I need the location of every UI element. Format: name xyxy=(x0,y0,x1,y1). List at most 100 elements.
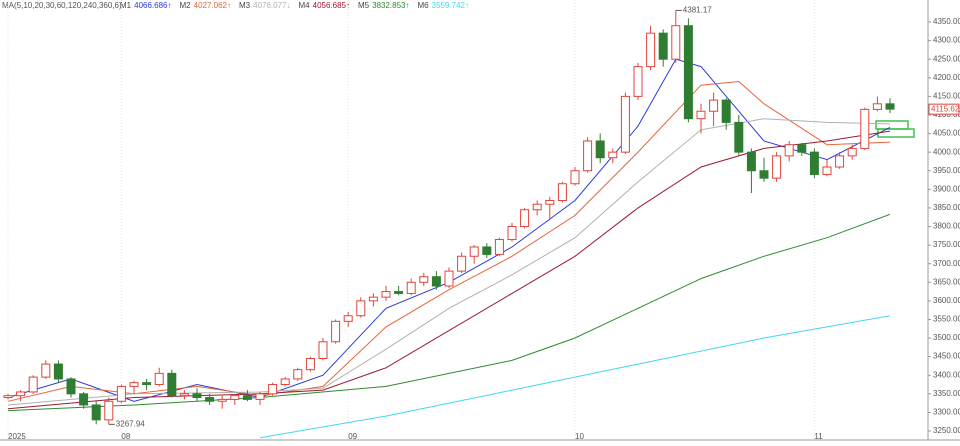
candle-body xyxy=(721,99,731,123)
candle-body xyxy=(154,372,164,386)
candle-body xyxy=(116,385,126,402)
legend-value: 3559.742↑ xyxy=(432,1,469,10)
y-tick-label: 3250.00 xyxy=(933,426,960,435)
x-tick-label: 10 xyxy=(575,432,584,441)
candle-body xyxy=(557,183,567,201)
legend-name: M5 xyxy=(358,1,370,10)
candle-body xyxy=(16,391,26,397)
candle-body xyxy=(583,140,593,172)
candle-body xyxy=(368,296,378,302)
legend-name: M2 xyxy=(180,1,192,10)
candle-body xyxy=(545,199,555,205)
y-tick-label: 4050.00 xyxy=(933,129,960,138)
candle-body xyxy=(746,151,756,172)
candle-body xyxy=(406,281,416,294)
candle-body xyxy=(872,103,882,110)
y-tick-label: 4150.00 xyxy=(933,91,960,100)
candle-body xyxy=(507,226,517,241)
candle-body xyxy=(129,382,139,387)
candle-body xyxy=(293,369,303,380)
y-tick-label: 4250.00 xyxy=(933,54,960,63)
candle-body xyxy=(532,203,542,211)
y-tick-label: 3650.00 xyxy=(933,277,960,286)
candle-body xyxy=(356,300,366,317)
candle-body xyxy=(242,395,252,400)
candle-body xyxy=(469,246,479,257)
candle-body xyxy=(482,246,492,255)
candle-body xyxy=(91,404,101,421)
candle-body xyxy=(734,121,744,153)
candle-body xyxy=(431,276,441,287)
candle-body xyxy=(305,357,315,371)
y-tick-label: 3300.00 xyxy=(933,408,960,417)
candle-body xyxy=(835,155,845,168)
candle-body xyxy=(394,291,404,294)
candle-body xyxy=(683,25,693,120)
x-tick-label: 2025 xyxy=(8,432,26,441)
y-tick-label: 3700.00 xyxy=(933,259,960,268)
legend-name: M4 xyxy=(299,1,311,10)
candle-body xyxy=(822,166,832,175)
y-tick-label: 4000.00 xyxy=(933,147,960,156)
candle-body xyxy=(457,255,467,272)
x-tick-label: 11 xyxy=(814,432,823,441)
candle-body xyxy=(217,398,227,402)
candle-body xyxy=(784,144,794,157)
candle-body xyxy=(268,384,278,395)
y-tick-label: 4300.00 xyxy=(933,36,960,45)
candle-body xyxy=(343,315,353,322)
candle-body xyxy=(142,382,152,386)
candle-body xyxy=(847,147,857,157)
last-price-label: 4115.62 xyxy=(931,104,960,113)
y-tick-label: 3350.00 xyxy=(933,389,960,398)
candle-body xyxy=(570,170,580,185)
candle-body xyxy=(3,395,13,399)
candle-body xyxy=(759,170,769,179)
candle-body xyxy=(620,95,630,153)
y-tick-label: 4350.00 xyxy=(933,17,960,26)
legend-value: 4056.685↑ xyxy=(313,1,350,10)
y-tick-label: 3750.00 xyxy=(933,240,960,249)
candle-body xyxy=(179,393,189,397)
candle-body xyxy=(608,151,618,159)
candle-body xyxy=(797,144,807,153)
candle-body xyxy=(79,393,89,406)
candle-body xyxy=(104,400,114,421)
candle-body xyxy=(633,66,643,97)
x-tick-label: 08 xyxy=(121,432,130,441)
legend-value: 3832.853↑ xyxy=(372,1,409,10)
candle-body xyxy=(772,155,782,179)
candle-body xyxy=(671,25,681,60)
candle-body xyxy=(494,239,504,255)
y-tick-label: 3600.00 xyxy=(933,296,960,305)
y-tick-label: 3500.00 xyxy=(933,333,960,342)
candle-body xyxy=(41,363,51,378)
candle-body xyxy=(381,291,391,298)
candle-body xyxy=(53,363,63,380)
last-price-box xyxy=(928,103,960,115)
y-tick-label: 3950.00 xyxy=(933,166,960,175)
candle-body xyxy=(230,395,240,400)
candle-body xyxy=(331,320,341,343)
ma-line xyxy=(259,315,891,439)
candle-body xyxy=(280,378,290,386)
candle-body xyxy=(419,276,429,283)
y-tick-label: 3800.00 xyxy=(933,222,960,231)
candle-body xyxy=(255,393,265,400)
candle-body xyxy=(66,378,76,395)
legend-value: 4066.686↑ xyxy=(134,1,171,10)
legend-title: MA(5,10,20,30,60,120,240,360,6) xyxy=(2,1,122,10)
annotation: 3267.94 xyxy=(116,419,145,428)
y-tick-label: 3400.00 xyxy=(933,370,960,379)
y-tick-label: 4200.00 xyxy=(933,73,960,82)
candle-body xyxy=(595,140,605,159)
legend-name: M3 xyxy=(239,1,251,10)
y-tick-label: 3900.00 xyxy=(933,184,960,193)
candle-body xyxy=(205,397,215,402)
annotation: 4381.17 xyxy=(683,6,712,15)
legend-name: M1 xyxy=(120,1,132,10)
candle-body xyxy=(318,341,328,359)
x-tick-label: 09 xyxy=(348,432,357,441)
